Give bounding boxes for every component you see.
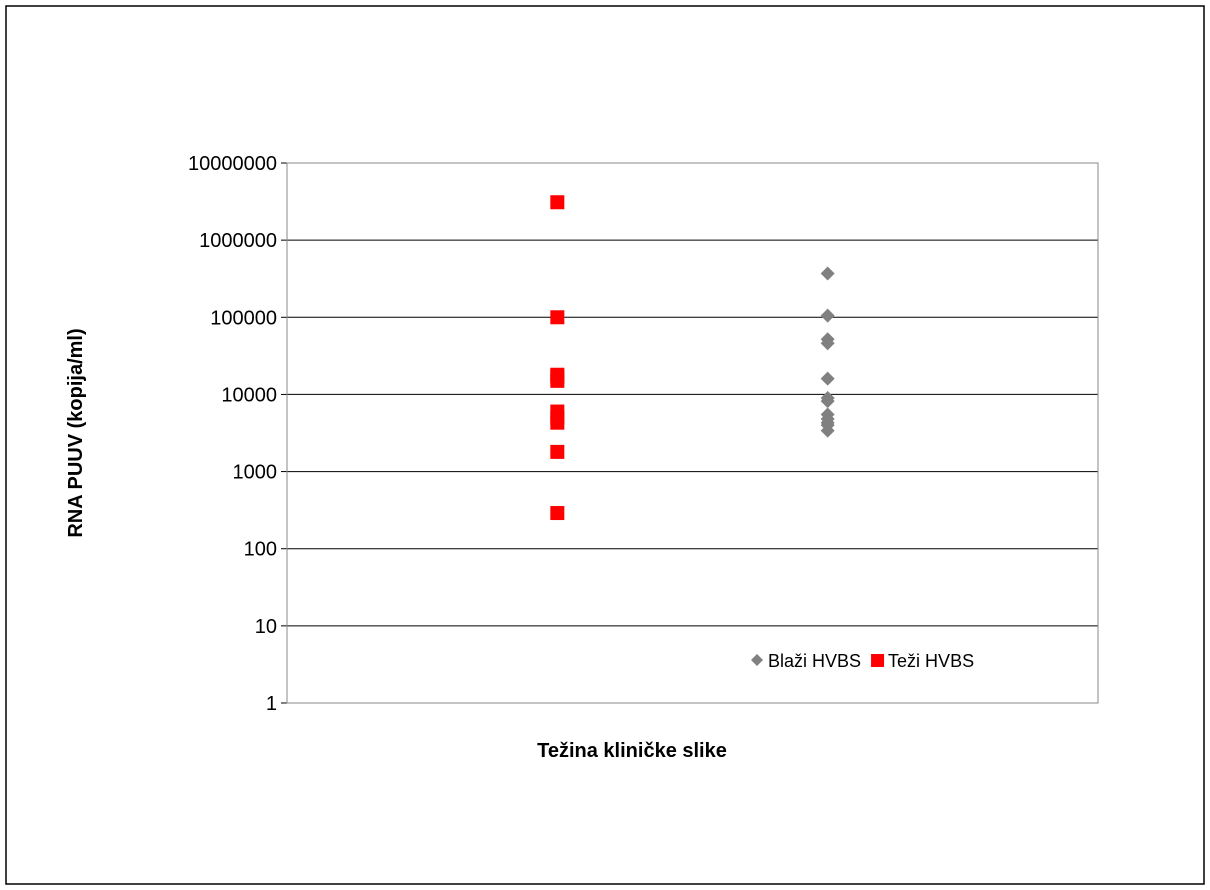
point-series-1 bbox=[550, 373, 565, 388]
y-tick-label: 1000 bbox=[233, 462, 278, 484]
point-series-1 bbox=[550, 506, 565, 521]
point-series-0 bbox=[820, 336, 835, 351]
y-axis-label: RNA PUUV (kopija/ml) bbox=[65, 328, 87, 537]
outer-border bbox=[5, 5, 1205, 885]
point-series-1 bbox=[550, 310, 565, 325]
point-series-1 bbox=[550, 415, 565, 430]
plot-area: 1 10 100 1000 10000 100000 1000000 10000000 bbox=[188, 153, 1099, 715]
y-tick-label: 10000000 bbox=[188, 153, 277, 175]
plot-border bbox=[286, 162, 1099, 704]
y-tick-label: 10000 bbox=[221, 384, 277, 406]
legend-marker-0 bbox=[751, 654, 763, 666]
point-series-1 bbox=[550, 444, 565, 459]
y-tick-label: 100 bbox=[244, 539, 277, 561]
point-series-1 bbox=[550, 195, 565, 210]
legend-label-1: Teži HVBS bbox=[888, 651, 974, 671]
y-tick-label: 1 bbox=[266, 693, 277, 715]
point-series-0 bbox=[820, 371, 835, 386]
legend-marker-1 bbox=[871, 654, 885, 667]
point-series-0 bbox=[820, 394, 835, 409]
point-series-0 bbox=[820, 308, 835, 323]
y-tick-label: 100000 bbox=[210, 307, 277, 329]
y-tick-labels: 1 10 100 1000 10000 100000 1000000 10000000 bbox=[188, 153, 277, 715]
legend: Blaži HVBS Teži HVBS bbox=[751, 651, 974, 671]
legend-label-0: Blaži HVBS bbox=[768, 651, 861, 671]
x-axis-label: Težina kliničke slike bbox=[537, 740, 727, 762]
y-tick-label: 10 bbox=[255, 616, 277, 638]
point-series-0 bbox=[820, 266, 835, 281]
data-points bbox=[550, 195, 835, 521]
y-tick-label: 1000000 bbox=[199, 230, 277, 252]
point-series-0 bbox=[820, 423, 835, 438]
